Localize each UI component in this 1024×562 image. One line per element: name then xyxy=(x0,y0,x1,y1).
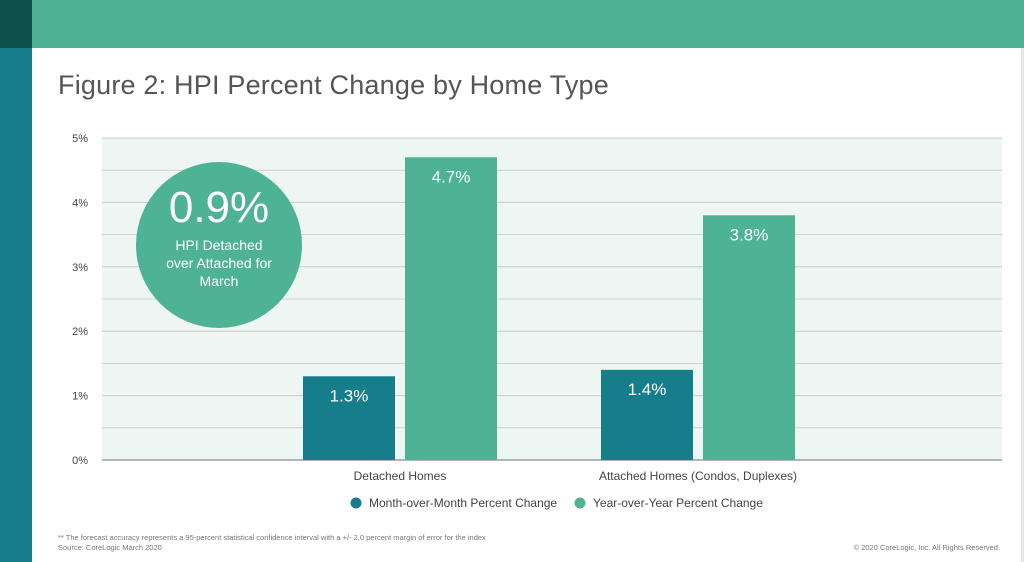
y-tick-label: 2% xyxy=(72,326,88,338)
x-category-label: Detached Homes xyxy=(354,469,447,483)
callout-value: 0.9% xyxy=(168,183,270,232)
legend-marker xyxy=(350,497,362,509)
footnote-source: Source: CoreLogic March 2020 xyxy=(58,543,162,552)
left-accent-stripe xyxy=(0,48,32,562)
callout-caption: HPI Detached over Attached for March xyxy=(166,237,272,289)
y-tick-label: 0% xyxy=(72,455,88,467)
legend-marker xyxy=(574,497,586,509)
bar-data-label: 3.8% xyxy=(730,225,769,244)
bar-data-label: 4.7% xyxy=(432,167,471,186)
header-bar xyxy=(0,0,1024,48)
header-accent-block xyxy=(0,0,32,48)
callout-bubble: 0.9% HPI Detached over Attached for Marc… xyxy=(136,162,302,328)
bar-mom xyxy=(303,376,395,460)
bar-data-label: 1.3% xyxy=(330,386,369,405)
legend-label: Year-over-Year Percent Change xyxy=(593,496,763,510)
bar-yoy xyxy=(703,215,795,460)
chart-title: Figure 2: HPI Percent Change by Home Typ… xyxy=(58,70,609,100)
copyright-notice: © 2020 CoreLogic, Inc. All Rights Reserv… xyxy=(853,543,1000,552)
y-tick-label: 1% xyxy=(72,391,88,403)
y-tick-label: 5% xyxy=(72,133,88,145)
footnote: ** The forecast accuracy represents a 95… xyxy=(58,533,486,553)
bar-yoy xyxy=(405,157,497,460)
legend-label: Month-over-Month Percent Change xyxy=(369,496,557,510)
bar-data-label: 1.4% xyxy=(628,380,667,399)
y-tick-label: 4% xyxy=(72,197,88,209)
bar-mom xyxy=(601,369,693,460)
x-category-label: Attached Homes (Condos, Duplexes) xyxy=(599,469,797,483)
y-tick-label: 3% xyxy=(72,262,88,274)
footnote-accuracy: ** The forecast accuracy represents a 95… xyxy=(58,533,486,542)
right-edge-divider xyxy=(1021,48,1024,562)
